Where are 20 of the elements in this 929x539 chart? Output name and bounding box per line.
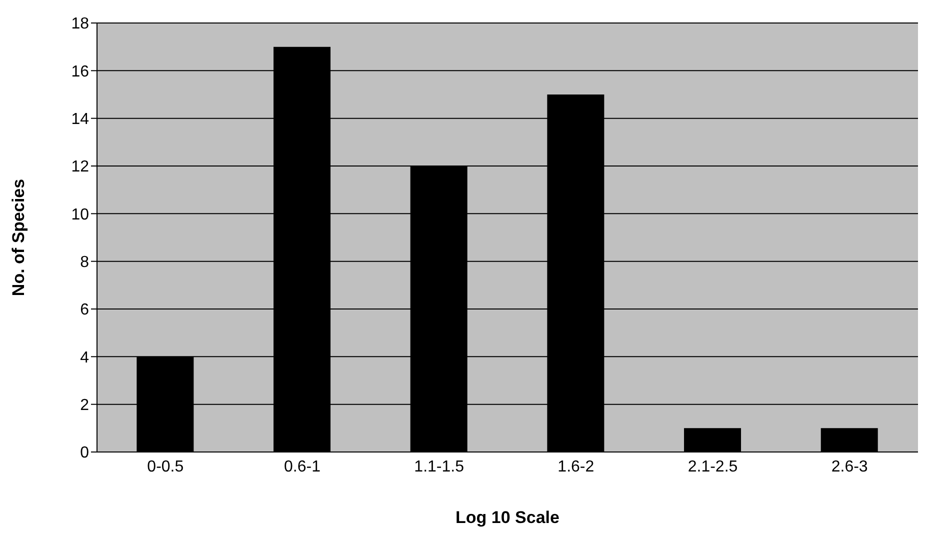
x-tick-label: 1.1-1.5 [414,458,464,476]
x-tick-label: 2.1-2.5 [688,458,738,476]
bar [820,428,878,452]
y-tick-label: 2 [80,397,90,414]
x-tick-label: 2.6-3 [831,458,868,476]
x-tick-label: 0-0.5 [147,458,184,476]
x-axis-title: Log 10 Scale [456,508,560,527]
y-tick-label: 12 [71,158,90,176]
y-tick-label: 6 [80,302,90,319]
x-tick-label: 0.6-1 [284,458,321,476]
y-tick-label: 4 [80,349,90,366]
y-tick-label: 18 [71,16,90,33]
y-tick-label: 14 [71,111,90,128]
y-tick-label: 16 [71,63,90,80]
y-tick-label: 10 [71,206,90,224]
x-tick-label: 1.6-2 [558,458,594,476]
y-tick-label: 0 [80,444,90,462]
y-tick-label: 8 [80,254,90,272]
bar [684,428,742,452]
y-axis-title: No. of Species [9,178,28,296]
